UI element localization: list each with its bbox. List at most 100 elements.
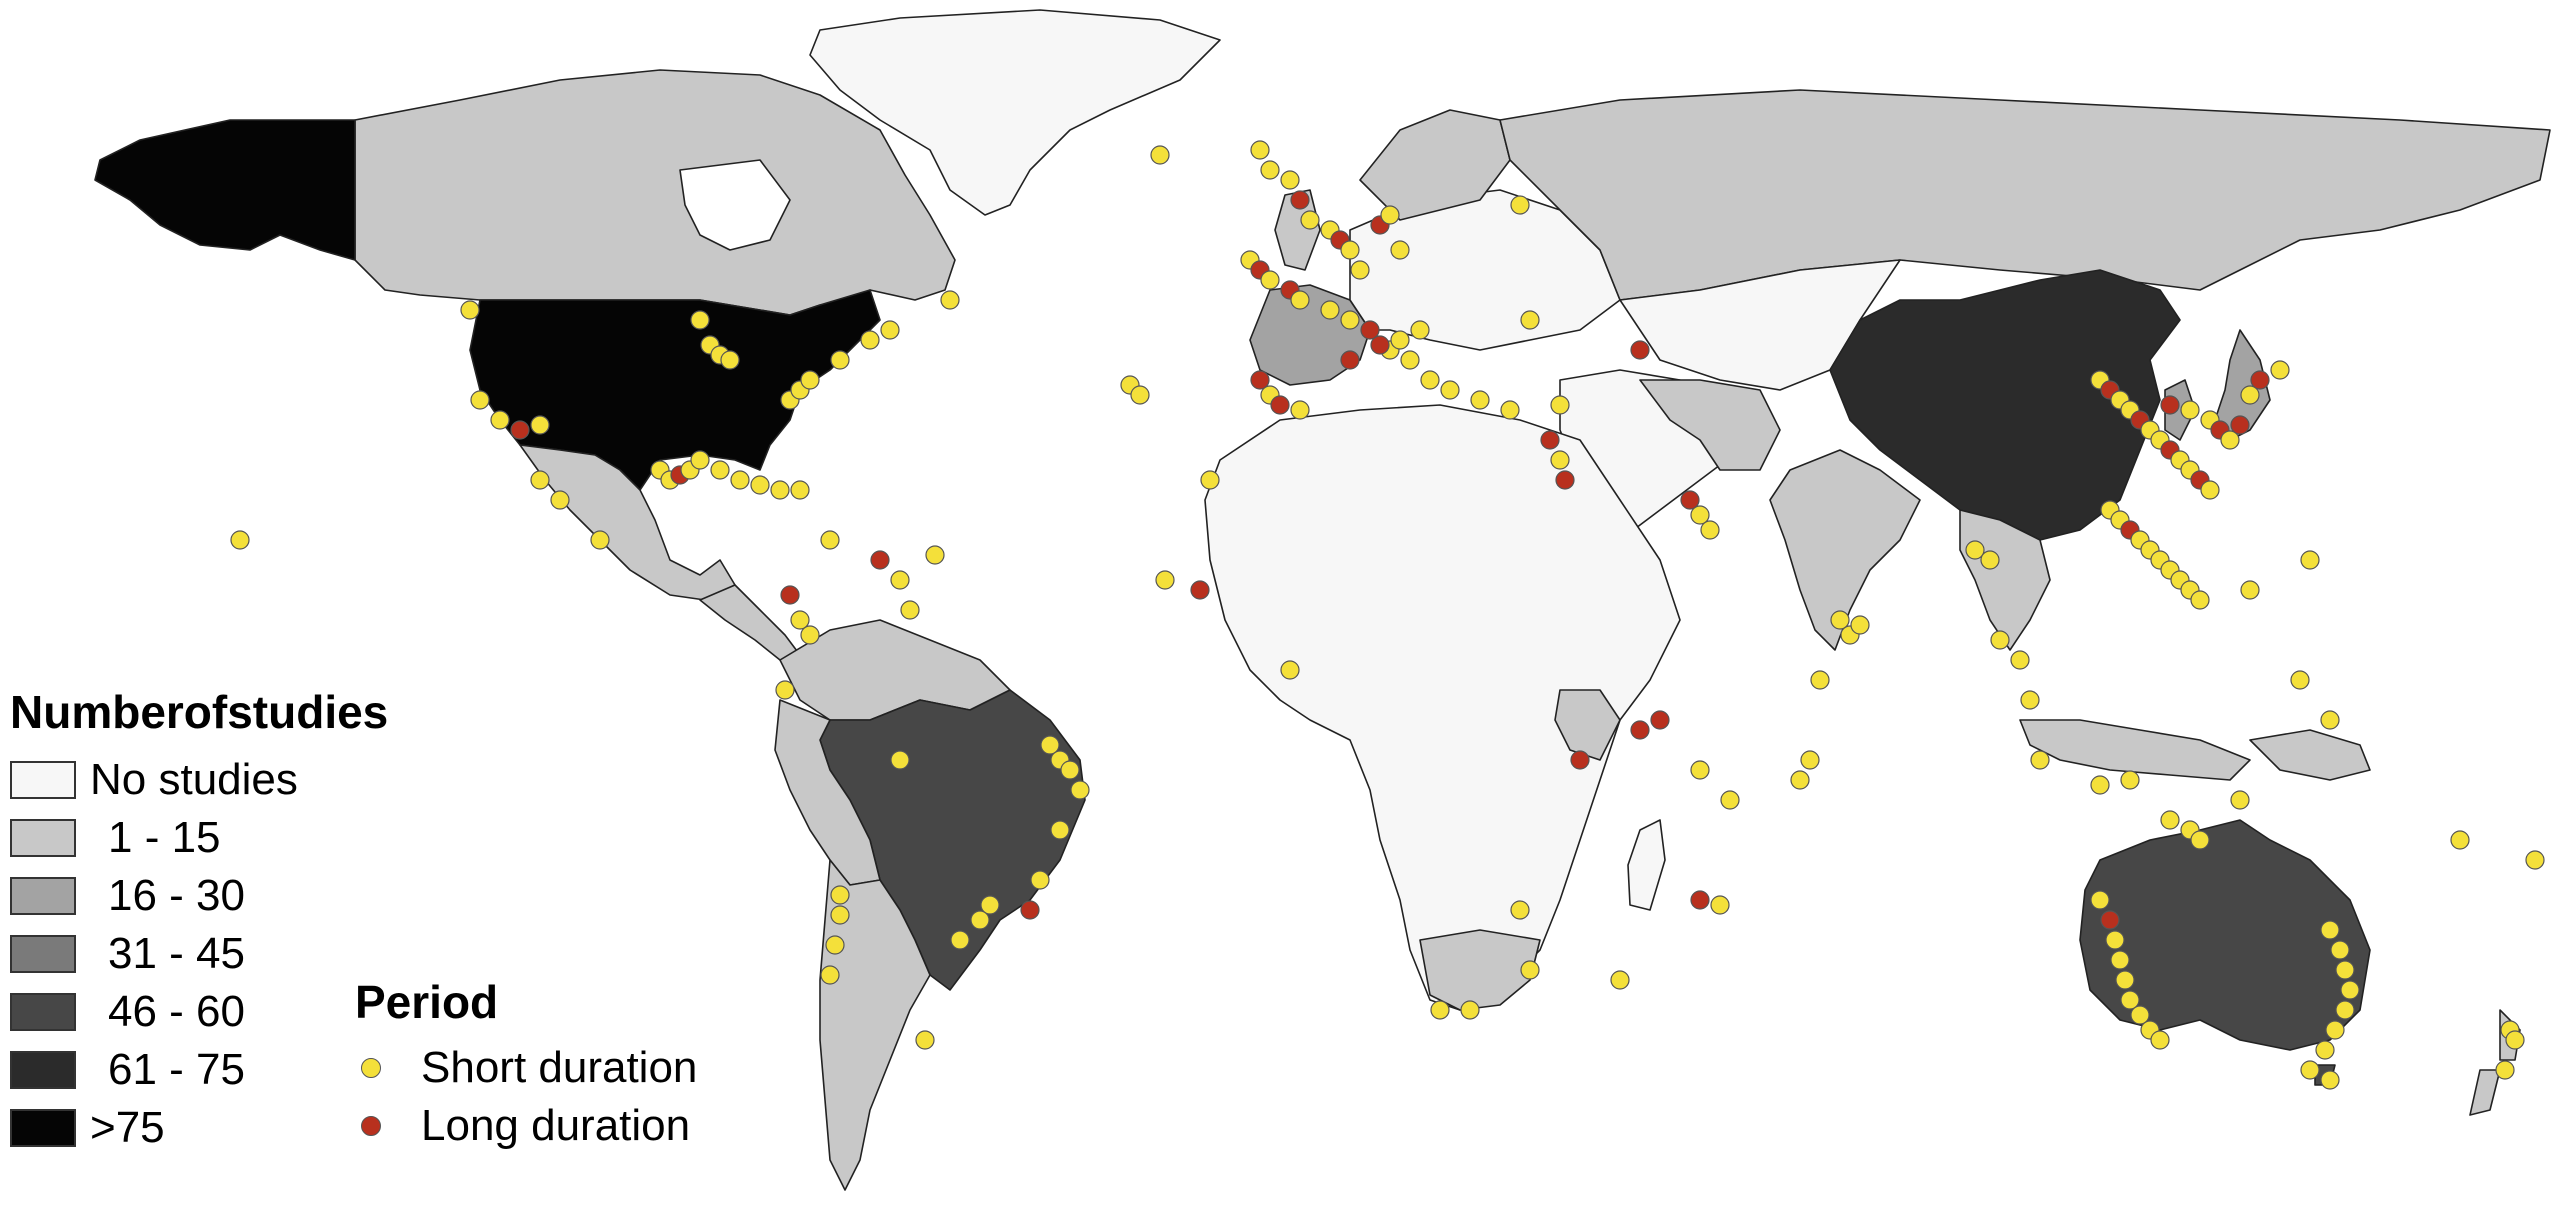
region-uk — [1274, 189, 1321, 271]
long-duration-study-point — [510, 420, 530, 440]
short-duration-study-point — [1380, 205, 1400, 225]
short-duration-study-point — [2220, 430, 2240, 450]
region-south-africa — [1419, 929, 1541, 1011]
legend-row-1-15: 1 - 15 — [10, 809, 388, 867]
short-duration-study-point — [1710, 895, 1730, 915]
short-duration-study-point — [915, 1030, 935, 1050]
long-duration-study-point — [1555, 470, 1575, 490]
region-korea — [2164, 379, 2196, 441]
region-greenland — [809, 9, 1221, 216]
short-duration-study-point — [880, 320, 900, 340]
short-duration-study-point — [1690, 760, 1710, 780]
short-duration-study-point — [2340, 980, 2360, 1000]
short-duration-study-point — [1990, 630, 2010, 650]
legend-swatch — [10, 1051, 76, 1089]
short-duration-study-point — [720, 350, 740, 370]
short-duration-study-point — [1250, 140, 1270, 160]
long-duration-study-point — [2100, 910, 2120, 930]
short-duration-study-point — [1965, 540, 1985, 560]
short-duration-study-point — [2230, 790, 2250, 810]
legend-label: 46 - 60 — [108, 987, 245, 1036]
short-duration-study-point — [790, 480, 810, 500]
region-madagascar — [1627, 819, 1666, 911]
short-duration-study-point — [710, 460, 730, 480]
short-duration-dot-icon — [361, 1058, 381, 1078]
legend-swatch — [10, 877, 76, 915]
short-duration-study-point — [2320, 920, 2340, 940]
short-duration-study-point — [230, 530, 250, 550]
long-duration-study-point — [1020, 900, 1040, 920]
short-duration-study-point — [1500, 400, 1520, 420]
short-duration-study-point — [1610, 970, 1630, 990]
short-duration-study-point — [2290, 670, 2310, 690]
long-duration-study-point — [2250, 370, 2270, 390]
short-duration-study-point — [1850, 615, 1870, 635]
long-duration-study-point — [1270, 395, 1290, 415]
short-duration-study-point — [775, 680, 795, 700]
short-duration-study-point — [2160, 810, 2180, 830]
short-duration-study-point — [1130, 385, 1150, 405]
short-duration-study-point — [1980, 550, 2000, 570]
legend-row-61-75: 61 - 75 — [10, 1041, 388, 1099]
legend-label: 16 - 30 — [108, 871, 245, 920]
short-duration-study-point — [750, 475, 770, 495]
short-duration-study-point — [460, 300, 480, 320]
short-duration-study-point — [550, 490, 570, 510]
short-duration-study-point — [1520, 310, 1540, 330]
short-duration-study-point — [1260, 270, 1280, 290]
long-duration-study-point — [1630, 340, 1650, 360]
region-mexico — [519, 444, 736, 601]
long-duration-study-point — [2230, 415, 2250, 435]
short-duration-study-point — [2300, 1060, 2320, 1080]
short-duration-study-point — [770, 480, 790, 500]
long-duration-study-point — [1190, 580, 1210, 600]
region-canada — [354, 69, 956, 316]
short-duration-study-point — [2330, 940, 2350, 960]
short-duration-study-point — [690, 450, 710, 470]
legend-label: 1 - 15 — [108, 813, 221, 862]
short-duration-study-point — [790, 610, 810, 630]
short-duration-study-point — [1390, 240, 1410, 260]
long-duration-study-point — [1340, 350, 1360, 370]
region-france-iberia — [1249, 284, 1371, 386]
short-duration-study-point — [590, 530, 610, 550]
legend-label: No studies — [90, 755, 298, 804]
short-duration-study-point — [825, 935, 845, 955]
short-duration-study-point — [1070, 780, 1090, 800]
short-duration-study-point — [980, 895, 1000, 915]
legend-label: 61 - 75 — [108, 1045, 245, 1094]
short-duration-study-point — [2505, 1030, 2525, 1050]
region-china — [1829, 269, 2181, 541]
short-duration-study-point — [690, 310, 710, 330]
long-duration-study-point — [1570, 750, 1590, 770]
legend-swatch — [10, 1109, 76, 1147]
short-duration-study-point — [1060, 760, 1080, 780]
short-duration-study-point — [2090, 775, 2110, 795]
long-duration-study-point — [2160, 395, 2180, 415]
short-duration-study-point — [890, 570, 910, 590]
legend-row-46-60: 46 - 60 — [10, 983, 388, 1041]
short-duration-study-point — [530, 470, 550, 490]
short-duration-study-point — [2200, 480, 2220, 500]
legend-title: Numberofstudies — [10, 686, 389, 738]
period-label: Long duration — [421, 1101, 691, 1150]
short-duration-study-point — [2320, 1070, 2340, 1090]
legend-label: 31 - 45 — [108, 929, 245, 978]
short-duration-study-point — [1350, 260, 1370, 280]
short-duration-study-point — [820, 965, 840, 985]
short-duration-study-point — [2120, 990, 2140, 1010]
legend-swatch — [10, 761, 76, 799]
long-duration-study-point — [1290, 190, 1310, 210]
short-duration-study-point — [1200, 470, 1220, 490]
short-duration-study-point — [490, 410, 510, 430]
region-iran — [1639, 379, 1781, 471]
region-new-guinea — [2249, 729, 2371, 781]
short-duration-study-point — [1510, 900, 1530, 920]
legend-row-31-45: 31 - 45 — [10, 925, 388, 983]
short-duration-study-point — [1460, 1000, 1480, 1020]
short-duration-study-point — [1520, 960, 1540, 980]
region-kenya — [1554, 689, 1621, 761]
short-duration-study-point — [2335, 960, 2355, 980]
short-duration-study-point — [970, 910, 990, 930]
short-duration-study-point — [1030, 870, 1050, 890]
